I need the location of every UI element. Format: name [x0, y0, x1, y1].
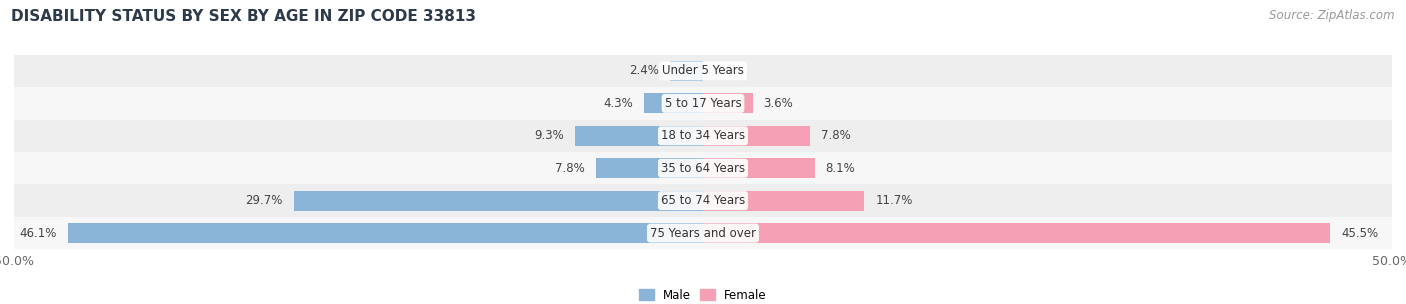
Text: 9.3%: 9.3% [534, 129, 564, 142]
Legend: Male, Female: Male, Female [640, 289, 766, 302]
Bar [14, 119, 1392, 152]
Bar [14, 87, 1392, 119]
Bar [703, 126, 810, 146]
Text: 65 to 74 Years: 65 to 74 Years [661, 194, 745, 207]
Text: 8.1%: 8.1% [825, 162, 855, 175]
Text: 29.7%: 29.7% [246, 194, 283, 207]
Text: 46.1%: 46.1% [20, 226, 56, 240]
Bar [575, 126, 703, 146]
Bar [14, 152, 1392, 185]
Text: 11.7%: 11.7% [875, 194, 912, 207]
Bar [67, 223, 703, 243]
Bar [14, 217, 1392, 249]
Text: 2.4%: 2.4% [628, 64, 659, 78]
Bar [703, 158, 814, 178]
Text: 0.0%: 0.0% [714, 64, 744, 78]
Bar [294, 191, 703, 211]
Text: 7.8%: 7.8% [555, 162, 585, 175]
Text: 3.6%: 3.6% [763, 97, 793, 110]
Bar [644, 93, 703, 113]
Text: 75 Years and over: 75 Years and over [650, 226, 756, 240]
Text: 4.3%: 4.3% [603, 97, 633, 110]
Bar [703, 191, 865, 211]
Text: 35 to 64 Years: 35 to 64 Years [661, 162, 745, 175]
Bar [596, 158, 703, 178]
Text: Under 5 Years: Under 5 Years [662, 64, 744, 78]
Text: 45.5%: 45.5% [1341, 226, 1378, 240]
Bar [703, 93, 752, 113]
Bar [14, 55, 1392, 87]
Text: 7.8%: 7.8% [821, 129, 851, 142]
Text: DISABILITY STATUS BY SEX BY AGE IN ZIP CODE 33813: DISABILITY STATUS BY SEX BY AGE IN ZIP C… [11, 9, 477, 24]
Bar [14, 185, 1392, 217]
Bar [703, 223, 1330, 243]
Bar [669, 61, 703, 81]
Text: 5 to 17 Years: 5 to 17 Years [665, 97, 741, 110]
Text: 18 to 34 Years: 18 to 34 Years [661, 129, 745, 142]
Text: Source: ZipAtlas.com: Source: ZipAtlas.com [1270, 9, 1395, 22]
